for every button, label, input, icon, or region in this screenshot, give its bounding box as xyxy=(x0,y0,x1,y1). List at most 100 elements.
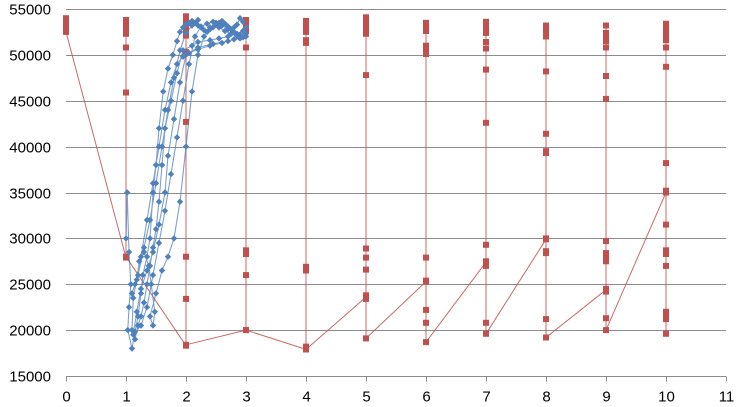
series-1-point xyxy=(663,221,669,228)
series-2-point xyxy=(158,161,166,169)
series-2-point xyxy=(182,143,190,150)
series-1-point xyxy=(303,28,309,35)
series-2-point xyxy=(188,42,196,49)
series-2-point xyxy=(176,79,184,86)
series-2-point xyxy=(155,221,163,228)
series-2-point xyxy=(230,36,238,43)
series-2-point xyxy=(179,24,187,31)
series-2-point xyxy=(131,336,139,343)
series-2-point xyxy=(130,331,137,338)
series-2-point xyxy=(200,26,208,34)
series-2-point xyxy=(130,294,137,302)
series-1-point xyxy=(663,44,669,51)
series-1-point xyxy=(543,150,549,156)
series-2-point xyxy=(230,24,238,31)
series-1-point xyxy=(483,258,489,265)
series-1-point xyxy=(243,327,249,334)
series-2-point xyxy=(136,258,143,265)
series-2-point xyxy=(164,65,172,72)
series-2-point xyxy=(170,74,178,81)
series-2-point xyxy=(122,235,130,242)
series-2-point xyxy=(173,37,181,45)
series-1-point xyxy=(603,250,609,257)
series-1-point xyxy=(603,44,609,51)
series-2-point xyxy=(179,97,187,104)
series-2-point xyxy=(194,22,202,29)
series-2-point xyxy=(134,271,142,279)
series-1-point xyxy=(663,187,669,194)
series-2-point xyxy=(212,19,220,26)
series-1-point xyxy=(123,253,129,260)
series-2-point xyxy=(145,262,152,270)
series-2-point xyxy=(146,235,154,242)
y-tick-label: 20000 xyxy=(9,323,51,340)
x-tick-label: 4 xyxy=(302,389,310,406)
series-1-point xyxy=(303,346,309,353)
series-2-point xyxy=(242,30,250,37)
x-tick-label: 9 xyxy=(602,389,610,406)
series-2-point xyxy=(188,88,196,95)
series-1-point xyxy=(303,267,309,274)
series-2-point xyxy=(224,37,232,45)
series-2-point xyxy=(127,281,134,288)
series-2-point xyxy=(152,290,160,297)
series-1-point xyxy=(603,258,609,265)
series-2-point xyxy=(242,24,250,31)
series-2-point xyxy=(221,27,229,35)
series-2-point xyxy=(200,33,208,40)
series-2-point xyxy=(155,198,163,205)
series-2-point xyxy=(206,42,214,49)
series-2-point xyxy=(124,326,131,334)
series-1-point xyxy=(543,334,549,341)
series-1-point xyxy=(663,37,669,44)
series-1-point xyxy=(663,316,669,323)
series-1-point xyxy=(303,263,309,270)
series-2-point xyxy=(239,34,247,41)
series-2-point xyxy=(167,170,175,178)
series-1-point xyxy=(243,247,249,254)
series-1-point xyxy=(663,262,669,269)
series-2-point xyxy=(194,46,202,53)
series-1-point xyxy=(363,266,369,273)
series-1-point xyxy=(363,295,369,302)
x-tick-label: 8 xyxy=(542,389,550,406)
series-2-point xyxy=(170,235,178,242)
series-1-point xyxy=(603,238,609,245)
series-2-point xyxy=(161,125,169,132)
x-tick-label: 3 xyxy=(242,389,250,406)
series-1-point xyxy=(423,28,429,34)
series-2-point xyxy=(169,51,176,59)
series-1-point xyxy=(543,250,549,257)
series-2-point xyxy=(152,161,160,169)
y-tick-label: 55000 xyxy=(9,2,51,19)
series-2-point xyxy=(170,115,178,123)
series-1-point xyxy=(483,119,489,126)
series-1-point xyxy=(423,51,429,57)
series-2-point xyxy=(161,207,169,214)
series-2-point xyxy=(239,18,247,25)
series-2-point xyxy=(185,19,193,26)
series-2-point xyxy=(179,53,187,60)
series-2-point xyxy=(209,40,217,48)
series-2-point xyxy=(173,134,181,141)
series-2-point xyxy=(185,60,193,68)
series-2-point xyxy=(194,51,202,59)
series-2-point xyxy=(149,322,157,329)
series-2-point xyxy=(233,32,241,39)
series-1-point xyxy=(123,44,129,51)
series-1-point xyxy=(603,315,609,322)
series-1-point xyxy=(663,308,669,315)
series-2-point xyxy=(131,281,139,288)
series-2-point xyxy=(209,18,217,25)
series-2-point xyxy=(227,30,235,37)
series-1-point xyxy=(363,335,369,342)
series-1-point xyxy=(183,253,189,260)
series-2-point xyxy=(176,28,184,36)
series-2-point xyxy=(182,51,190,59)
series-2-point xyxy=(182,29,190,37)
x-tick-label: 1 xyxy=(122,389,130,406)
series-2-point xyxy=(125,248,133,256)
series-2-point xyxy=(143,281,151,288)
series-1-point xyxy=(363,292,369,299)
